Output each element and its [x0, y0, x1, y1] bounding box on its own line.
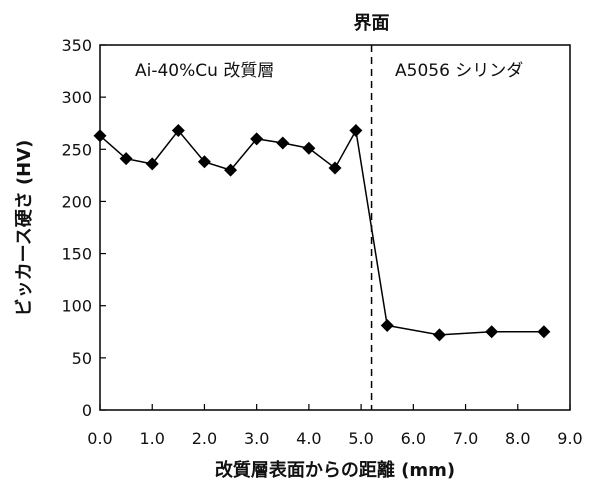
- right-region-label: A5056 シリンダ: [395, 61, 523, 81]
- x-tick-label: 0.0: [87, 429, 112, 448]
- x-tick-label: 4.0: [296, 429, 321, 448]
- series-line: [99, 128, 544, 336]
- y-tick-label: 300: [61, 88, 92, 107]
- y-axis-ticks: 0 50 100 150 200 250 300 350: [61, 36, 106, 420]
- x-axis-label: 改質層表面からの距離 (mm): [215, 459, 455, 481]
- data-point-marker: [537, 325, 551, 339]
- data-point-marker: [302, 141, 316, 155]
- data-point-marker: [432, 328, 446, 342]
- x-tick-label: 6.0: [401, 429, 426, 448]
- y-tick-label: 350: [61, 36, 92, 55]
- data-point-marker: [380, 319, 394, 333]
- y-tick-label: 150: [61, 245, 92, 264]
- x-tick-label: 9.0: [557, 429, 582, 448]
- y-tick-label: 250: [61, 140, 92, 159]
- y-axis-label: ビッカース硬さ (HV): [14, 140, 35, 317]
- y-tick-label: 100: [61, 297, 92, 316]
- x-tick-label: 5.0: [348, 429, 373, 448]
- data-point-marker: [485, 325, 499, 339]
- x-axis-ticks: 0.0 1.0 2.0 3.0 4.0 5.0 6.0 7.0 8.0 9.0: [87, 404, 583, 448]
- y-tick-label: 200: [61, 192, 92, 211]
- data-point-marker: [328, 161, 342, 175]
- left-region-label: Ai-40%Cu 改質層: [135, 61, 274, 81]
- data-point-marker: [276, 136, 290, 150]
- interface-label: 界面: [354, 13, 390, 34]
- data-point-marker: [93, 129, 107, 143]
- series-group: [93, 124, 551, 342]
- x-tick-label: 8.0: [505, 429, 530, 448]
- x-tick-label: 3.0: [244, 429, 269, 448]
- x-tick-label: 7.0: [453, 429, 478, 448]
- y-tick-label: 0: [82, 401, 92, 420]
- plot-frame: [99, 44, 571, 411]
- x-tick-label: 2.0: [192, 429, 217, 448]
- data-point-marker: [250, 132, 264, 146]
- data-point-marker: [197, 155, 211, 169]
- y-tick-label: 50: [72, 349, 92, 368]
- data-point-marker: [171, 124, 185, 138]
- data-point-marker: [145, 157, 159, 171]
- data-point-marker: [119, 152, 133, 166]
- data-point-marker: [349, 124, 363, 138]
- data-point-marker: [224, 163, 238, 177]
- x-tick-label: 1.0: [139, 429, 164, 448]
